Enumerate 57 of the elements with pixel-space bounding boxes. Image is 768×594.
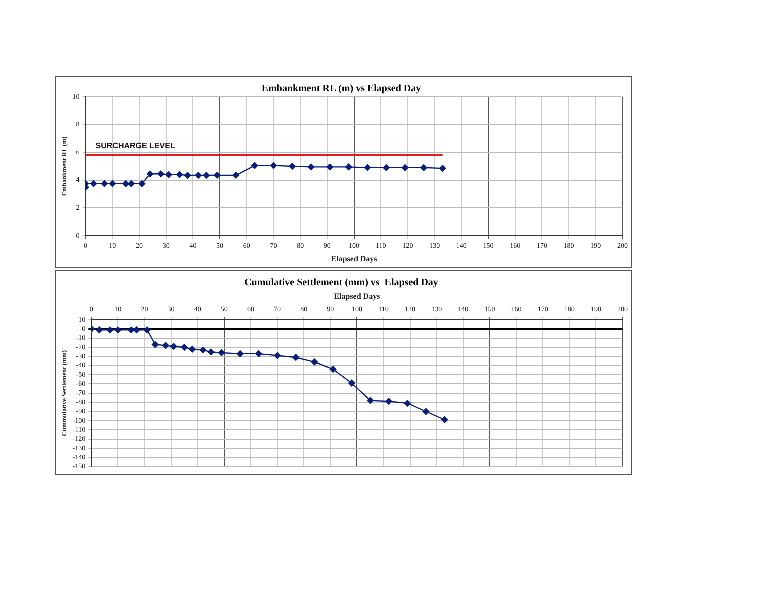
point (166, 171, 172, 178)
point (420, 164, 428, 172)
point (162, 342, 170, 350)
point (402, 164, 409, 172)
point (364, 164, 372, 172)
point (128, 326, 135, 334)
point (158, 170, 164, 178)
point (232, 172, 240, 179)
point (181, 344, 188, 351)
point (208, 348, 215, 356)
point (270, 162, 278, 170)
point (367, 397, 374, 404)
point (326, 164, 334, 171)
point (200, 346, 207, 354)
point (90, 180, 98, 188)
point (122, 180, 130, 188)
point (330, 366, 337, 373)
point (195, 172, 202, 179)
chart-title: Embankment RL (m) vs Elapsed Day (262, 84, 422, 95)
point (170, 343, 178, 350)
point (346, 164, 352, 171)
point (256, 350, 262, 358)
point (189, 346, 196, 353)
point (439, 165, 446, 172)
point (114, 326, 122, 334)
point (144, 326, 151, 334)
point (348, 380, 356, 387)
point (311, 358, 318, 366)
x-axis-title: Elapsed Days (334, 292, 380, 301)
point (146, 170, 154, 178)
point (101, 180, 108, 188)
point (138, 180, 146, 188)
point (218, 350, 226, 356)
point (383, 164, 390, 172)
point (252, 162, 258, 170)
point (214, 172, 221, 179)
point (133, 326, 140, 334)
point (236, 350, 244, 358)
point (386, 398, 392, 406)
point (184, 172, 192, 179)
point (109, 180, 116, 188)
point (203, 172, 210, 179)
series-label: SURCHARGE LEVEL (96, 142, 176, 151)
chart-title: Cumulative Settlement (mm) vs Elapsed Day (244, 278, 438, 289)
point (176, 171, 184, 178)
point (96, 326, 103, 334)
point (308, 164, 315, 171)
point (404, 400, 412, 407)
x-axis-title: Elapsed Days (331, 254, 378, 264)
point (289, 163, 296, 170)
point (152, 341, 159, 348)
point (274, 352, 281, 360)
point (422, 408, 430, 416)
point (128, 180, 135, 188)
point (441, 416, 448, 424)
point (106, 326, 114, 334)
point (292, 354, 300, 362)
